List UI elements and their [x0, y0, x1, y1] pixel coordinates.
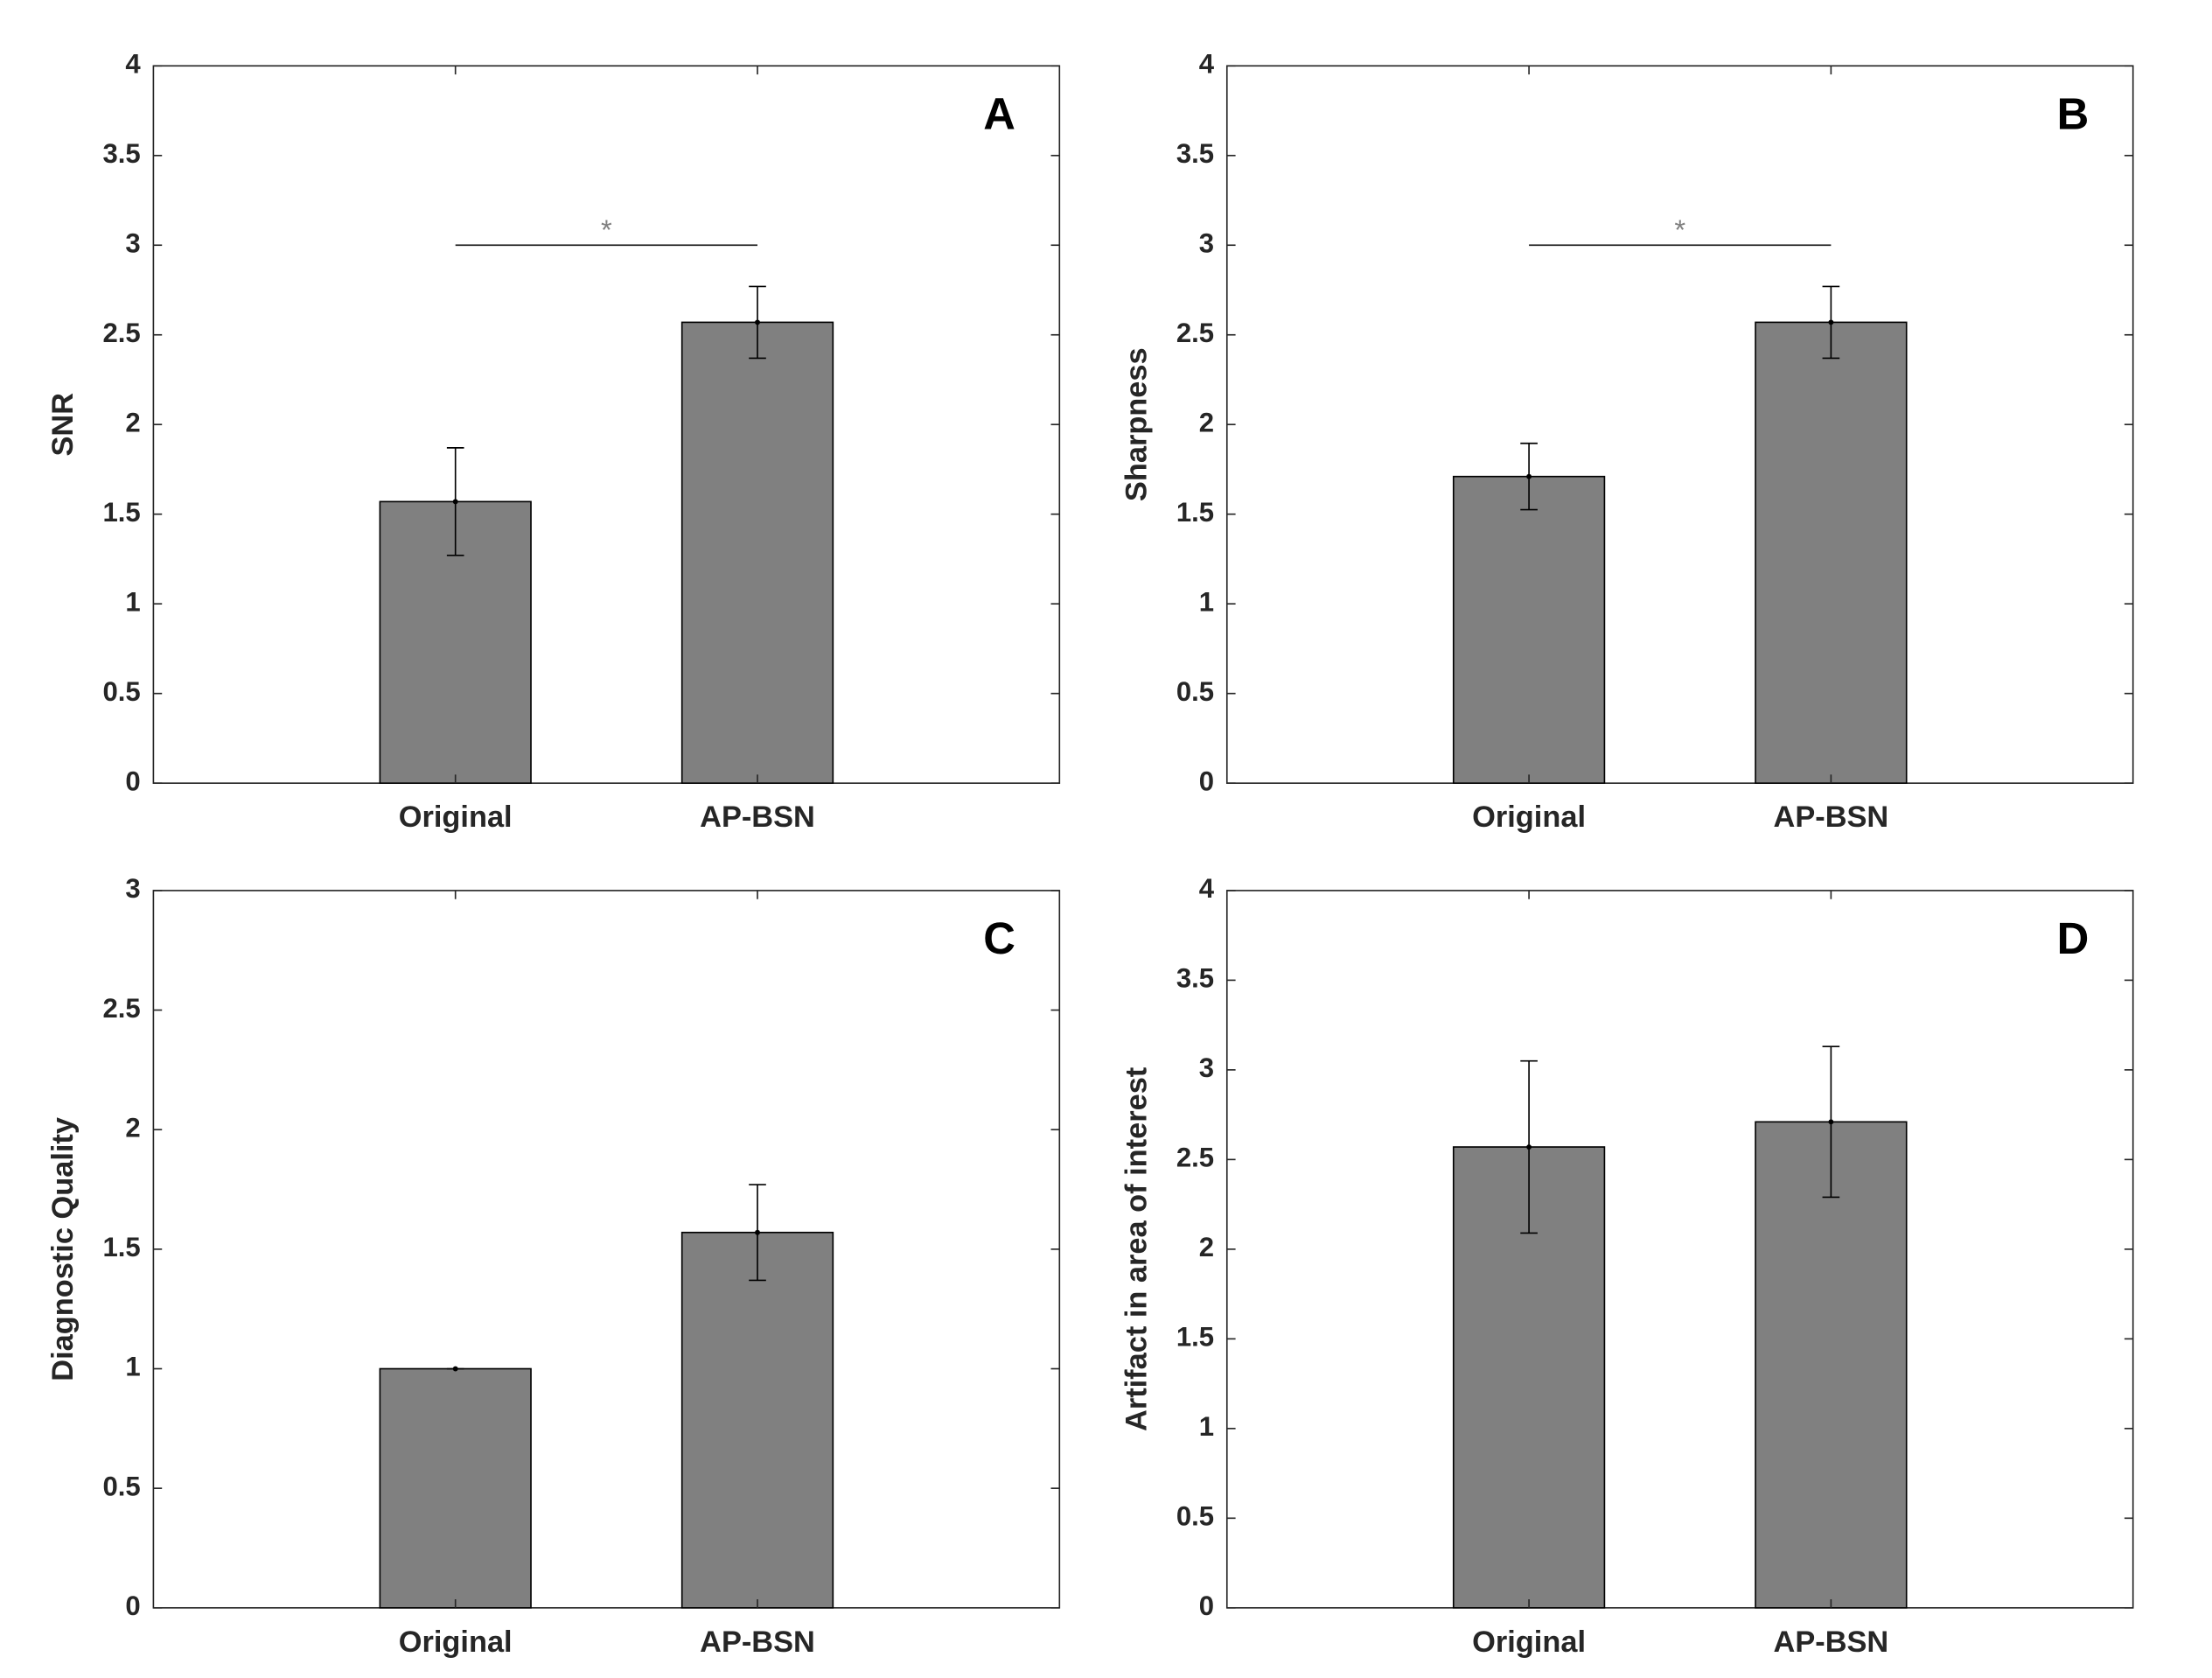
y-tick-label: 2	[1199, 407, 1214, 437]
mean-dot	[755, 1229, 760, 1235]
y-axis-label: Diagnostic Quality	[46, 1117, 80, 1381]
axes-box	[152, 890, 1061, 1609]
panel-label: C	[983, 913, 1015, 963]
y-axis-label: Artifact in area of interest	[1120, 1066, 1153, 1431]
y-tick-label: 4	[1199, 873, 1215, 904]
panel-label: A	[983, 89, 1015, 139]
y-tick-label: 3.5	[1176, 963, 1214, 994]
panel-label: D	[2057, 913, 2090, 963]
y-tick-label: 0.5	[102, 1471, 140, 1501]
y-tick-label: 3.5	[1176, 138, 1214, 169]
y-tick-label: 3	[125, 873, 140, 904]
y-tick-label: 3	[1199, 227, 1214, 258]
y-tick-label: 3.5	[102, 138, 140, 169]
x-tick-label: Original	[1472, 801, 1586, 834]
x-tick-label: AP-BSN	[700, 1626, 815, 1659]
y-tick-label: 0	[1199, 1591, 1214, 1621]
y-tick-label: 0	[125, 766, 140, 796]
axes-box	[1225, 65, 2134, 784]
y-tick-label: 1.5	[1176, 497, 1214, 528]
y-tick-label: 1	[125, 1352, 140, 1382]
axes-box	[152, 65, 1061, 784]
x-tick-label: AP-BSN	[1774, 801, 1889, 834]
bar	[1755, 321, 1908, 784]
significance-mark: *	[1674, 213, 1685, 246]
y-tick-label: 2	[125, 1112, 140, 1143]
x-tick-label: Original	[399, 801, 513, 834]
y-tick-label: 0.5	[102, 676, 140, 707]
y-tick-label: 2	[1199, 1232, 1214, 1262]
x-tick-label: AP-BSN	[700, 801, 815, 834]
y-tick-label: 0.5	[1176, 676, 1214, 707]
y-tick-label: 0	[1199, 766, 1214, 796]
x-tick-label: Original	[1472, 1626, 1586, 1659]
y-tick-label: 0.5	[1176, 1501, 1214, 1532]
y-tick-label: 0	[125, 1591, 140, 1621]
y-tick-label: 2.5	[102, 318, 140, 348]
bar	[680, 1231, 834, 1609]
y-tick-label: 2.5	[102, 993, 140, 1024]
y-tick-label: 2	[125, 407, 140, 437]
y-tick-label: 1	[1199, 1411, 1214, 1442]
y-tick-label: 3	[125, 227, 140, 258]
y-tick-label: 1.5	[102, 497, 140, 528]
x-tick-label: Original	[399, 1626, 513, 1659]
y-tick-label: 1.5	[1176, 1322, 1214, 1353]
y-tick-label: 1	[125, 586, 140, 617]
significance-mark: *	[601, 213, 612, 246]
axes-box	[1225, 890, 2134, 1609]
x-tick-label: AP-BSN	[1774, 1626, 1889, 1659]
y-tick-label: 4	[1199, 48, 1215, 79]
y-axis-label: SNR	[46, 393, 80, 457]
mean-dot	[452, 499, 458, 505]
y-tick-label: 4	[125, 48, 141, 79]
bar	[379, 1367, 532, 1609]
bar	[1755, 1121, 1908, 1609]
y-tick-label: 2.5	[1176, 1143, 1214, 1173]
mean-dot	[452, 1366, 458, 1372]
mean-dot	[1526, 473, 1532, 479]
panel-label: B	[2057, 89, 2090, 139]
y-tick-label: 2.5	[1176, 318, 1214, 348]
mean-dot	[1828, 319, 1834, 325]
mean-dot	[1828, 1119, 1834, 1125]
bar	[680, 321, 834, 784]
y-tick-label: 1	[1199, 586, 1214, 617]
mean-dot	[755, 319, 760, 325]
y-tick-label: 1.5	[102, 1232, 140, 1262]
y-tick-label: 3	[1199, 1052, 1214, 1083]
mean-dot	[1526, 1144, 1532, 1150]
bar	[1452, 475, 1606, 784]
y-axis-label: Sharpness	[1120, 347, 1153, 501]
